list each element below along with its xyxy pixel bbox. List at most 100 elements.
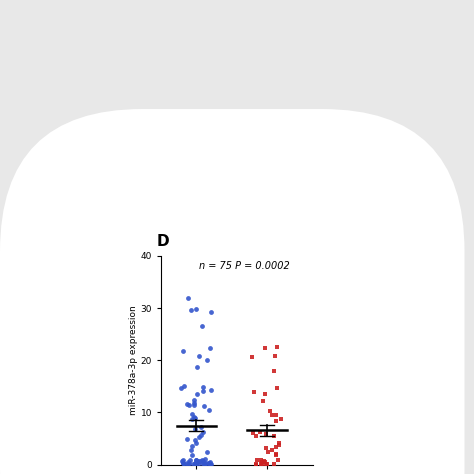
Text: n = 75 P = 0.0002: n = 75 P = 0.0002 (199, 261, 290, 271)
Point (257, 460, 264, 467)
Y-axis label: miR-378a-3p expression: miR-378a-3p expression (129, 305, 138, 415)
Point (259, 397, 266, 405)
Point (183, 436, 191, 443)
Point (181, 460, 189, 468)
Point (252, 432, 260, 440)
Point (191, 436, 199, 444)
Point (190, 396, 198, 404)
Point (272, 451, 279, 458)
Point (263, 460, 270, 467)
Point (262, 444, 270, 452)
Point (179, 459, 187, 466)
Point (190, 413, 198, 420)
Point (191, 415, 199, 422)
Point (201, 455, 209, 463)
Point (177, 384, 185, 392)
Point (193, 458, 201, 465)
Point (261, 390, 269, 398)
Point (198, 456, 205, 464)
Point (202, 459, 210, 467)
Point (269, 446, 276, 454)
Point (191, 459, 198, 466)
Point (182, 401, 190, 408)
Point (189, 416, 196, 423)
Point (249, 429, 256, 437)
Point (192, 305, 200, 313)
Point (178, 457, 185, 465)
Point (188, 410, 196, 418)
Point (208, 460, 215, 468)
Point (179, 347, 186, 355)
Point (262, 460, 270, 468)
Point (273, 450, 280, 458)
Point (257, 456, 265, 464)
Point (180, 459, 187, 467)
Point (250, 388, 257, 396)
Point (275, 442, 283, 449)
Point (207, 460, 214, 468)
Point (273, 343, 281, 350)
Point (258, 458, 265, 466)
Point (199, 387, 207, 394)
Point (263, 430, 270, 438)
Point (195, 352, 203, 359)
Point (189, 451, 196, 458)
Point (198, 322, 206, 330)
Point (192, 456, 200, 464)
Point (198, 423, 205, 431)
Point (270, 432, 277, 439)
Point (189, 442, 196, 450)
Point (273, 384, 281, 392)
Point (261, 457, 268, 465)
Point (207, 308, 215, 316)
Point (194, 457, 202, 465)
Point (194, 460, 201, 468)
Point (184, 458, 191, 465)
Point (198, 459, 206, 467)
Point (185, 459, 193, 467)
Point (192, 439, 200, 447)
Point (253, 456, 260, 464)
Point (186, 456, 194, 464)
Point (196, 457, 203, 465)
Point (186, 401, 193, 409)
Point (187, 306, 194, 314)
Point (275, 439, 283, 447)
Point (205, 406, 213, 414)
Point (248, 354, 255, 361)
Point (180, 382, 188, 390)
Point (261, 345, 268, 352)
Point (252, 461, 259, 468)
FancyBboxPatch shape (0, 109, 465, 474)
Text: D: D (156, 234, 169, 249)
Point (266, 407, 274, 414)
Point (195, 433, 202, 441)
Point (272, 443, 279, 451)
Point (184, 295, 192, 302)
Point (264, 448, 272, 456)
Point (206, 458, 214, 466)
Point (207, 344, 214, 352)
Point (203, 356, 211, 364)
Point (268, 411, 276, 419)
Point (207, 386, 214, 394)
Point (193, 390, 201, 398)
Point (271, 353, 279, 360)
Point (277, 416, 284, 423)
Point (271, 460, 278, 468)
Point (190, 399, 198, 407)
Point (192, 456, 200, 464)
Point (256, 428, 264, 436)
Point (192, 459, 200, 467)
Point (184, 461, 192, 468)
Point (179, 456, 187, 463)
Point (203, 448, 211, 456)
Point (200, 457, 207, 465)
Point (193, 364, 201, 371)
Point (191, 401, 198, 409)
Point (205, 459, 213, 467)
Point (270, 367, 278, 375)
Point (205, 459, 213, 467)
Point (262, 458, 269, 465)
Point (258, 460, 266, 467)
